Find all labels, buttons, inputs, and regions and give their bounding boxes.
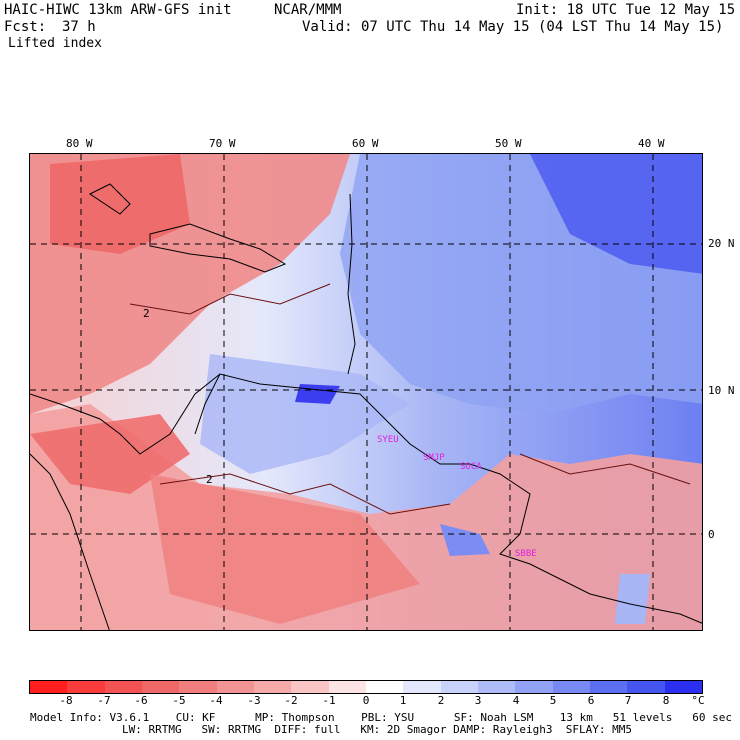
valid-time: Valid: 07 UTC Thu 14 May 15 (04 LST Thu … [302,19,724,35]
colorbar [29,680,703,694]
cbar-label: 0 [362,694,370,707]
positive-region-caribbean [200,354,410,474]
lon-label-50w: 50 W [495,137,522,150]
contours [129,283,691,515]
cbar-label: -5 [172,694,186,707]
colorbar-swatch [589,681,628,693]
model-info-line2: LW: RRTMG SW: RRTMG DIFF: full KM: 2D Sm… [122,723,632,736]
colorbar-swatch [440,681,478,693]
lat-lon-grid [30,154,702,630]
colorbar-swatch [477,681,516,693]
forecast-hours: 37 h [62,19,96,35]
lon-label-80w: 80 W [66,137,93,150]
negative-region-amazon-west [150,474,420,624]
colorbar-swatch [141,681,180,693]
model-info-line1: Model Info: V3.6.1 CU: KF MP: Thompson P… [30,711,732,724]
colorbar-swatch [328,681,366,693]
colorbar-swatch [291,681,329,693]
lat-label-0: 0 [708,528,715,541]
lat-label-10n: 10 N [708,384,735,397]
cbar-label: -8 [59,694,73,707]
colorbar-swatch [403,681,441,693]
colorbar-swatch [216,681,254,693]
cbar-unit: °C [691,694,705,707]
cbar-label: -3 [247,694,261,707]
cbar-label: 3 [474,694,482,707]
field-name: Lifted index [8,36,102,51]
station-soca: SOCA [460,462,482,472]
model-title: HAIC-HIWC 13km ARW-GFS init [4,2,232,18]
lon-label-60w: 60 W [352,137,379,150]
colorbar-swatch [30,681,68,693]
colorbar-labels: -8 -7 -6 -5 -4 -3 -2 -1 0 1 2 3 4 5 6 7 … [29,694,705,708]
map-canvas: 2 2 SYEU SMJP SOCA SBBE [30,154,702,630]
cbar-label: -1 [322,694,336,707]
lon-label-70w: 70 W [209,137,236,150]
colorbar-swatch [515,681,553,693]
colorbar-swatch [104,681,142,693]
org-label: NCAR/MMM [274,2,342,18]
cbar-label: 5 [549,694,557,707]
colorbar-swatch [552,681,590,693]
cbar-label: 8 [662,694,670,707]
cbar-label: -4 [209,694,223,707]
colorbar-swatch [365,681,404,693]
cbar-label: 4 [512,694,520,707]
cbar-label: 7 [624,694,632,707]
lon-label-40w: 40 W [638,137,665,150]
colorbar-swatch [67,681,105,693]
contour-label-1: 2 [143,307,150,320]
cbar-label: -6 [134,694,148,707]
colorbar-swatch [179,681,217,693]
coastlines [30,183,702,630]
negative-region-bahamas [50,154,190,254]
contour-label-2: 2 [206,473,213,486]
colorbar-swatch [664,681,702,693]
station-syeu: SYEU [377,435,399,445]
lifted-index-map: 2 2 SYEU SMJP SOCA SBBE [29,153,703,631]
station-sbbe: SBBE [515,549,537,559]
colorbar-swatch [253,681,292,693]
station-smjp: SMJP [423,453,445,463]
colorbar-swatch [627,681,665,693]
forecast-label: Fcst: [4,19,47,35]
cbar-label: 1 [399,694,407,707]
cbar-label: 6 [587,694,595,707]
cbar-label: -2 [284,694,298,707]
cbar-label: 2 [437,694,445,707]
init-time: Init: 18 UTC Tue 12 May 15 [516,2,736,18]
positive-blob-amazon [440,524,490,556]
cbar-label: -7 [97,694,111,707]
lat-label-20n: 20 N [708,237,735,250]
positive-blob-southeast [615,574,650,624]
